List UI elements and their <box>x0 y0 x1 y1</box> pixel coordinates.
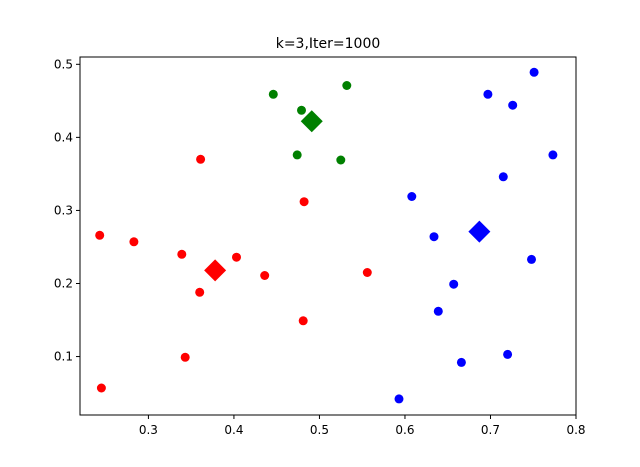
centroid-marker <box>468 220 491 243</box>
data-point <box>529 67 539 77</box>
data-point <box>407 192 417 201</box>
centroid-marker <box>204 259 227 282</box>
y-tick-label: 0.1 <box>54 350 73 364</box>
x-tick-label: 0.8 <box>566 423 585 437</box>
y-tick-label: 0.3 <box>54 203 73 217</box>
x-tick-label: 0.3 <box>139 423 158 437</box>
chart-title: k=3,Iter=1000 <box>276 36 381 52</box>
data-point <box>429 232 439 242</box>
data-point <box>498 172 508 182</box>
data-point <box>299 197 309 207</box>
data-point <box>292 150 302 160</box>
x-tick-label: 0.7 <box>481 423 500 437</box>
data-point <box>433 306 443 316</box>
x-tick-label: 0.4 <box>224 423 243 437</box>
data-point <box>195 287 205 297</box>
data-point <box>298 316 308 326</box>
x-tick-label: 0.5 <box>310 423 329 437</box>
data-point <box>95 230 105 240</box>
y-tick-label: 0.4 <box>54 130 73 144</box>
y-tick-label: 0.5 <box>54 57 73 71</box>
centroid-marker <box>300 110 323 133</box>
data-point <box>177 249 187 259</box>
data-point <box>336 155 346 165</box>
data-point <box>196 154 206 164</box>
data-point <box>260 271 270 280</box>
data-point <box>449 279 459 289</box>
plot-frame <box>79 56 577 416</box>
centroid-layer <box>204 110 491 282</box>
data-point <box>232 252 241 262</box>
data-point <box>297 105 306 115</box>
x-axis: 0.3 0.4 0.5 0.6 0.7 0.8 <box>139 415 586 437</box>
y-axis: 0.1 0.2 0.3 0.4 0.5 <box>54 57 80 364</box>
data-point <box>508 100 518 110</box>
data-point <box>483 89 493 99</box>
points-layer <box>95 67 558 404</box>
data-point <box>362 268 372 277</box>
data-point <box>527 254 536 264</box>
y-tick-label: 0.2 <box>54 276 73 290</box>
data-point <box>394 394 404 404</box>
data-point <box>129 237 139 247</box>
data-point <box>96 383 106 393</box>
data-point <box>548 150 558 160</box>
data-point <box>180 352 190 362</box>
data-point <box>503 349 513 359</box>
data-point <box>342 81 352 90</box>
data-point <box>268 89 278 99</box>
x-tick-label: 0.6 <box>395 423 414 437</box>
data-point <box>456 357 466 367</box>
